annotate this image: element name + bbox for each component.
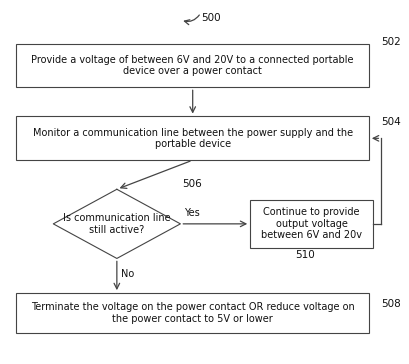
Text: Monitor a communication line between the power supply and the
portable device: Monitor a communication line between the… — [33, 127, 352, 149]
Text: 508: 508 — [380, 299, 400, 309]
Text: Terminate the voltage on the power contact OR reduce voltage on
the power contac: Terminate the voltage on the power conta… — [31, 302, 354, 324]
Text: 500: 500 — [200, 13, 220, 23]
Text: Yes: Yes — [184, 209, 200, 218]
Text: Provide a voltage of between 6V and 20V to a connected portable
device over a po: Provide a voltage of between 6V and 20V … — [31, 55, 353, 76]
Text: 506: 506 — [182, 179, 202, 189]
Text: Continue to provide
output voltage
between 6V and 20v: Continue to provide output voltage betwe… — [261, 207, 361, 241]
FancyBboxPatch shape — [16, 44, 368, 87]
FancyBboxPatch shape — [16, 116, 368, 160]
Text: 504: 504 — [380, 117, 400, 127]
Text: 502: 502 — [380, 37, 400, 47]
Text: No: No — [121, 269, 134, 279]
Text: 510: 510 — [294, 250, 314, 260]
Polygon shape — [53, 189, 180, 258]
FancyBboxPatch shape — [16, 293, 368, 333]
FancyBboxPatch shape — [249, 200, 372, 248]
Text: Is communication line
still active?: Is communication line still active? — [63, 213, 170, 235]
